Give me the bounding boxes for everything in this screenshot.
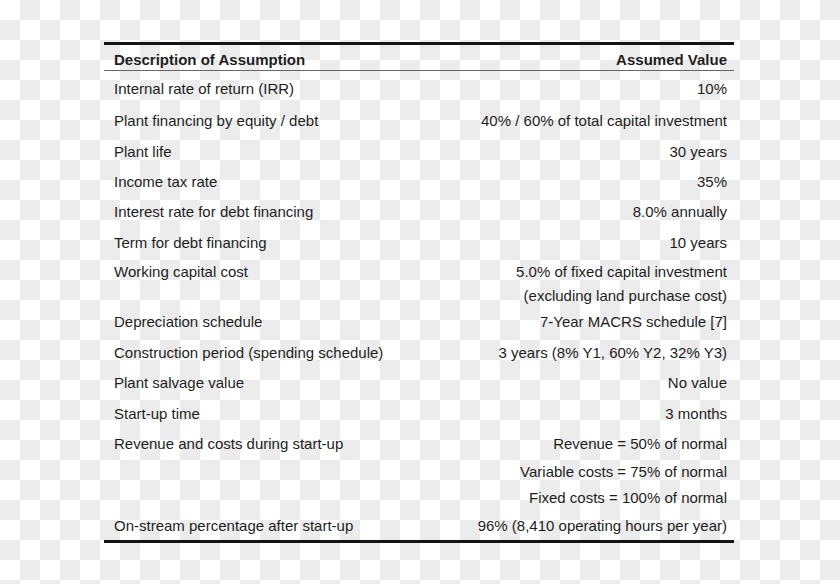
assumptions-table: Description of Assumption Assumed Value …	[104, 42, 734, 543]
table-row: Plant financing by equity / debt 40% / 6…	[104, 105, 734, 136]
row-value: 8.0% annually	[313, 203, 727, 220]
row-description: Interest rate for debt financing	[114, 203, 313, 220]
row-description: Plant financing by equity / debt	[114, 112, 318, 129]
row-value: No value	[244, 374, 727, 391]
row-description: Depreciation schedule	[114, 313, 262, 330]
transparent-canvas: { "table": { "columns": { "description":…	[0, 0, 840, 584]
table-row: Plant life 30 years	[104, 136, 734, 166]
table-row: Interest rate for debt financing 8.0% an…	[104, 196, 734, 227]
row-value: Variable costs = 75% of normal	[114, 463, 727, 480]
table-header-row: Description of Assumption Assumed Value	[104, 45, 734, 71]
table-row-continuation: (excluding land purchase cost)	[104, 285, 734, 305]
row-value: Fixed costs = 100% of normal	[114, 489, 727, 506]
table-row: Depreciation schedule 7-Year MACRS sched…	[104, 305, 734, 337]
row-value: 5.0% of fixed capital investment	[248, 263, 727, 280]
row-value: 35%	[217, 173, 727, 190]
row-description: Plant life	[114, 143, 172, 160]
table-row: Construction period (spending schedule) …	[104, 337, 734, 367]
row-description: Plant salvage value	[114, 374, 244, 391]
row-value: (excluding land purchase cost)	[114, 287, 727, 304]
row-value: 3 years (8% Y1, 60% Y2, 32% Y3)	[383, 344, 727, 361]
row-value: 7-Year MACRS schedule [7]	[262, 313, 727, 330]
row-value: 10 years	[267, 234, 727, 251]
row-description: Internal rate of return (IRR)	[114, 80, 294, 97]
row-description: Income tax rate	[114, 173, 217, 190]
table-row: Working capital cost 5.0% of fixed capit…	[104, 257, 734, 285]
column-header-description: Description of Assumption	[114, 51, 305, 68]
table-row: On-stream percentage after start-up 96% …	[104, 510, 734, 540]
row-value: 96% (8,410 operating hours per year)	[353, 517, 727, 534]
row-value: Revenue = 50% of normal	[343, 435, 727, 452]
column-header-assumed-value: Assumed Value	[616, 51, 727, 68]
row-value: 10%	[294, 80, 727, 97]
table-row: Start-up time 3 months	[104, 398, 734, 428]
table-row: Plant salvage value No value	[104, 367, 734, 398]
row-description: Term for debt financing	[114, 234, 267, 251]
row-value: 3 months	[200, 405, 727, 422]
table-row-continuation: Fixed costs = 100% of normal	[104, 484, 734, 510]
row-description: Working capital cost	[114, 263, 248, 280]
table-row: Internal rate of return (IRR) 10%	[104, 71, 734, 105]
row-description: Start-up time	[114, 405, 200, 422]
row-value: 40% / 60% of total capital investment	[318, 112, 727, 129]
row-description: Revenue and costs during start-up	[114, 435, 343, 452]
table-row: Term for debt financing 10 years	[104, 227, 734, 257]
row-description: Construction period (spending schedule)	[114, 344, 383, 361]
row-description: On-stream percentage after start-up	[114, 517, 353, 534]
row-value: 30 years	[172, 143, 727, 160]
table-row: Revenue and costs during start-up Revenu…	[104, 428, 734, 458]
table-row-continuation: Variable costs = 75% of normal	[104, 458, 734, 484]
table-body: Internal rate of return (IRR) 10% Plant …	[104, 71, 734, 540]
table-row: Income tax rate 35%	[104, 166, 734, 196]
